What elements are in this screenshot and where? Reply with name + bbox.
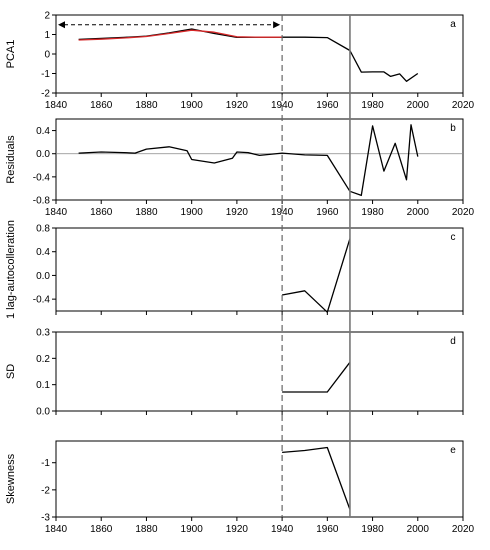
x-tick-label: 1960 — [316, 524, 339, 535]
x-tick-label: 2000 — [407, 207, 430, 218]
panel-d: 0.0 0.1 0.2 0.3 SD d — [5, 328, 464, 418]
y-tick-label: 0.0 — [36, 149, 50, 160]
y-tick-label: 0.1 — [36, 380, 50, 391]
y-tick-label: 0.3 — [36, 328, 50, 339]
x-tick-label: 1980 — [361, 207, 384, 218]
y-tick-label: 0.4 — [36, 247, 50, 258]
x-tick-label: 2020 — [452, 207, 475, 218]
panel-c: -0.4 0.0 0.4 0.8 1 lag-autocolleration c — [5, 220, 464, 319]
y-tick-label: -2 — [41, 485, 50, 496]
x-tick-label: 1860 — [90, 524, 113, 535]
x-tick-label: 1880 — [135, 207, 158, 218]
y-tick-label: -0.4 — [33, 172, 51, 183]
y-tick-label: 2 — [44, 11, 50, 22]
panel-b: -0.8 -0.4 0.0 0.4 1840 1860 1880 1900 1920 1940 19… — [5, 118, 475, 218]
x-tick-label: 1880 — [135, 100, 158, 111]
series-line — [282, 361, 351, 393]
y-tick-label: 0.4 — [36, 126, 50, 137]
x-tick-label: 1940 — [271, 207, 294, 218]
panel-label: e — [450, 445, 456, 456]
plot-frame — [55, 227, 464, 312]
x-tick-label: 2000 — [407, 524, 430, 535]
y-tick-label: 0.8 — [36, 224, 50, 235]
x-tick-label: 1840 — [45, 524, 68, 535]
plot-frame — [55, 118, 464, 201]
plot-frame — [55, 14, 464, 94]
x-tick-label: 1840 — [45, 207, 68, 218]
y-tick-label: -0.4 — [33, 295, 51, 306]
plot-frame — [55, 331, 464, 412]
x-tick-label: 1980 — [361, 100, 384, 111]
y-tick-label: -1 — [41, 69, 50, 80]
reference-lines — [281, 15, 351, 517]
panel-label: d — [450, 336, 456, 347]
x-tick-label: 1860 — [90, 207, 113, 218]
y-axis-label: Residuals — [5, 135, 17, 184]
y-tick-label: -1 — [41, 458, 50, 469]
y-axis-label: SD — [5, 364, 17, 379]
y-tick-label: 1 — [44, 30, 50, 41]
plot-frame — [55, 440, 464, 518]
x-tick-label: 1880 — [135, 524, 158, 535]
arrow-head-right — [273, 21, 281, 29]
x-tick-label: 1960 — [316, 207, 339, 218]
y-tick-label: -0.8 — [33, 196, 51, 207]
arrow-head-left — [58, 21, 65, 29]
x-tick-label: 1900 — [181, 524, 204, 535]
y-tick-label: -2 — [41, 89, 50, 100]
y-tick-label: 0.2 — [36, 354, 50, 365]
y-axis-label: Skewness — [5, 453, 17, 504]
x-tick-label: 1940 — [271, 524, 294, 535]
y-axis-label: PCA1 — [5, 40, 17, 69]
y-tick-label: 0 — [44, 50, 50, 61]
panel-label: c — [451, 232, 456, 243]
panel-label: b — [450, 123, 456, 134]
series-line — [78, 29, 283, 41]
x-tick-label: 1860 — [90, 100, 113, 111]
y-axis-label: 1 lag-autocolleration — [5, 220, 17, 319]
series-line — [282, 446, 351, 510]
y-tick-label: -3 — [41, 513, 50, 524]
series-line — [281, 238, 351, 313]
x-tick-label: 1920 — [226, 207, 249, 218]
panels: -2 -1 0 1 2 1840 1860 1880 1900 1920 1940 1960 1980 2… — [5, 11, 475, 536]
x-tick-label: 1920 — [226, 524, 249, 535]
x-tick-label: 1920 — [226, 100, 249, 111]
panel-label: a — [450, 19, 456, 30]
x-tick-label: 1960 — [316, 100, 339, 111]
x-tick-label: 1900 — [181, 207, 204, 218]
x-tick-label: 1840 — [45, 100, 68, 111]
x-tick-label: 2020 — [452, 100, 475, 111]
x-tick-label: 2020 — [452, 524, 475, 535]
y-tick-label: 0.0 — [36, 407, 50, 418]
x-tick-label: 1900 — [181, 100, 204, 111]
x-tick-label: 1980 — [361, 524, 384, 535]
x-tick-label: 2000 — [407, 100, 430, 111]
y-tick-label: 0.0 — [36, 271, 50, 282]
series-line — [78, 124, 419, 197]
